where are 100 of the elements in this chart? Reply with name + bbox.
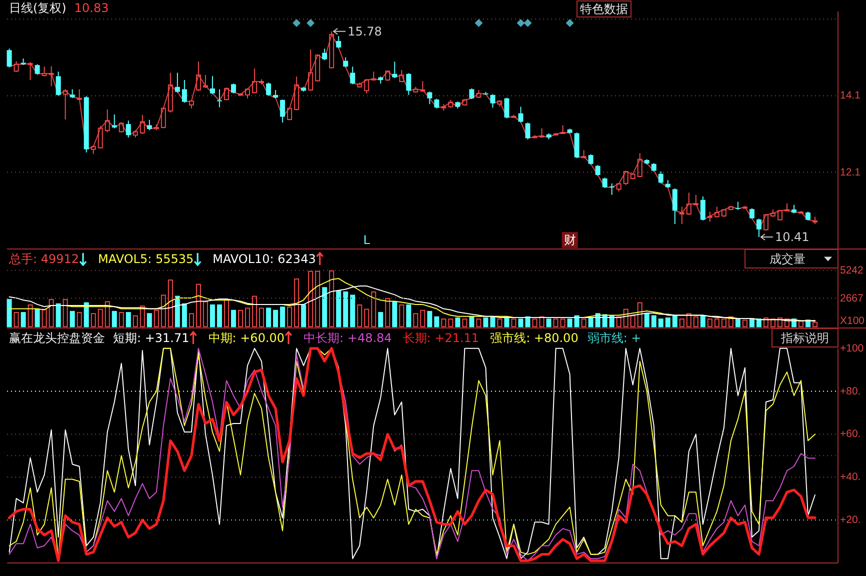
bar [174,296,180,328]
bar [20,312,26,328]
bar [98,308,103,328]
ref-line-label: 强市线: +80.00 [490,331,578,345]
bar [154,310,159,328]
bar [322,287,328,328]
bar [770,318,776,328]
candlestick [174,72,180,94]
series-label: 短期: +31.71 [113,331,190,345]
y-tick-label: 5242 [840,264,864,276]
candlestick [658,171,664,184]
bar [812,322,818,328]
bar [196,284,201,328]
candlestick [216,88,222,108]
bar [651,315,656,328]
y-tick-label: +40. [840,471,861,484]
bar [84,302,89,328]
bar [406,304,412,328]
y-tick-label: 2667 [840,292,864,304]
candlestick [14,60,19,72]
bar [118,312,124,328]
bar [112,310,117,328]
bar [160,294,166,328]
bar [280,306,286,328]
text: MAVOL10: 62343 [212,252,316,266]
bar [90,313,96,328]
candlestick [546,132,552,140]
bar [511,318,516,328]
bar [357,304,362,328]
bar [490,316,496,328]
candlestick [504,97,510,119]
candlestick [735,201,740,210]
bar [413,313,418,328]
bar [399,304,404,328]
candlestick [280,100,286,124]
text: 长期: +21.11 [402,331,480,345]
bar [588,317,594,328]
bar [518,318,524,328]
candlestick [644,158,650,165]
candlestick [76,88,82,100]
candlestick [343,56,348,68]
bar [441,318,446,328]
candlestick [420,80,426,92]
candlestick [595,164,600,176]
candlestick [679,206,684,225]
candlestick [20,58,26,66]
candlestick [791,204,796,214]
bar [644,313,650,328]
bar [700,315,706,328]
bar [259,308,264,328]
bar [140,306,145,328]
bar [56,303,61,328]
annotation: 15.78 [348,24,382,38]
candlestick [602,177,608,189]
candlestick [266,82,272,96]
bar [686,313,692,328]
y-tick-label: 12.1 [840,166,861,178]
bar [679,318,684,328]
series-label: 中期: +60.00 [208,331,285,345]
bar [434,316,440,328]
bar [567,318,572,328]
bar [630,315,636,328]
bar [462,318,468,328]
candlestick [252,68,258,94]
bar [553,318,558,328]
candlestick [84,96,89,153]
candlestick [48,66,54,87]
bar [476,318,482,328]
bar [798,320,804,328]
bar [287,306,292,328]
bar [777,317,782,328]
bar [714,318,720,328]
candlestick [567,128,572,134]
text: MAVOL5: 55535 [98,252,194,266]
bar [146,313,152,328]
bar [104,301,110,328]
chart-title: 赢在龙头控盘资金 [9,331,105,345]
bar [28,304,33,328]
bar [34,308,40,328]
bar [420,310,426,328]
candlestick [609,182,614,196]
bar [14,312,19,328]
text: 总手: 49912 [8,252,80,266]
candlestick [322,48,328,61]
chart-subtitle: 10.83 [74,1,109,15]
bar [637,302,642,328]
candlestick [104,108,110,133]
candlestick [6,48,12,68]
y-tick-label: +80. [840,385,861,398]
candlestick [672,188,678,225]
bar [665,317,670,328]
bar [735,318,740,328]
candlestick [518,106,524,124]
y-tick-label: +100 [840,342,864,354]
candlestick [126,120,131,138]
bar [308,270,314,328]
bar [455,317,460,328]
bar [329,270,334,328]
candlestick [56,71,61,96]
candlestick [525,122,530,140]
